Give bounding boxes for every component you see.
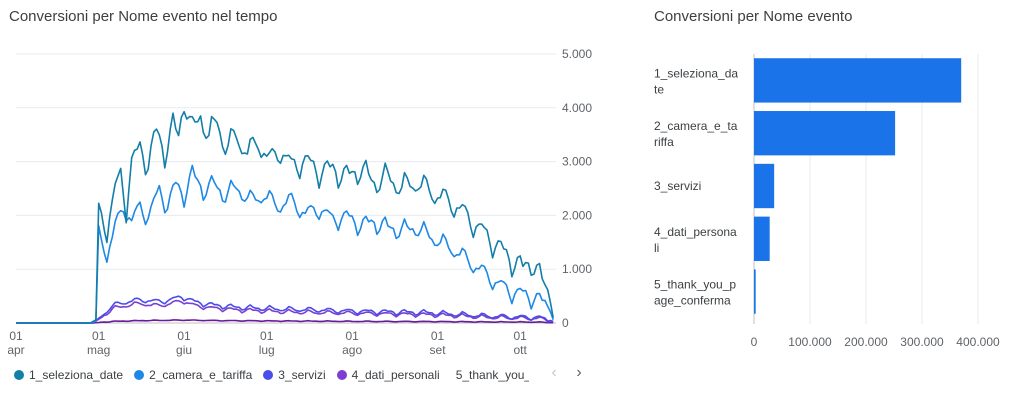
x-tick-label: 01 — [9, 329, 23, 343]
x-tick-label: 300.000 — [900, 335, 944, 349]
category-label: 4_dati_persona — [654, 225, 737, 239]
x-tick-label: 01 — [260, 329, 274, 343]
legend-item-dati-personali[interactable]: 4_dati_personali — [336, 368, 440, 382]
legend-item-camera-e-tariffa[interactable]: 2_camera_e_tariffa — [134, 368, 252, 382]
legend-label: 4_dati_personali — [351, 368, 440, 382]
line-series-5_thank_you_page_conferma — [16, 319, 554, 324]
x-tick-label: 01 — [431, 329, 445, 343]
category-label: li — [654, 241, 659, 255]
category-label: 1_seleziona_da — [654, 66, 738, 80]
legend-label: 2_camera_e_tariffa — [149, 368, 253, 382]
bar-4_dati_persona[interactable] — [754, 216, 770, 261]
x-tick-label: 0 — [751, 335, 758, 349]
x-tick-label: set — [430, 343, 447, 357]
legend-next-chevron-icon[interactable]: › — [576, 364, 582, 381]
line-series-2_camera_e_tariffa — [16, 164, 554, 324]
legend-dot-icon — [263, 370, 274, 380]
x-tick-label: ago — [342, 343, 362, 357]
legend-prev-chevron-icon[interactable]: ‹ — [551, 364, 557, 381]
category-label: 5_thank_you_p — [654, 278, 736, 292]
x-tick-label: 01 — [345, 329, 359, 343]
x-tick-label: 100.000 — [788, 335, 832, 349]
y-tick-label: 5.000 — [562, 47, 592, 61]
legend-label: 3_servizi — [278, 368, 326, 382]
x-tick-label: lug — [259, 343, 275, 357]
x-tick-label: 400.000 — [956, 335, 1000, 349]
category-label: age_conferma — [654, 294, 731, 308]
x-tick-label: 01 — [514, 329, 528, 343]
legend-label: 1_seleziona_date — [29, 368, 124, 382]
category-label: riffa — [654, 135, 674, 149]
line-series-3_servizi — [16, 295, 554, 324]
x-tick-label: giu — [176, 343, 192, 357]
x-tick-label: 01 — [177, 329, 191, 343]
y-tick-label: 1.000 — [562, 262, 592, 276]
legend-item-thank-you[interactable]: 5_thank_you_ — [451, 368, 529, 382]
y-tick-label: 4.000 — [562, 101, 592, 115]
bar-5_thank_you_p[interactable] — [754, 269, 756, 314]
line-series-4_dati_personali — [16, 299, 554, 324]
category-label: te — [654, 82, 664, 96]
bar-3_servizi[interactable] — [754, 163, 775, 209]
x-tick-label: 01 — [92, 329, 106, 343]
line-chart-title: Conversioni per Nome evento nel tempo — [9, 8, 278, 25]
x-tick-label: ott — [514, 343, 528, 357]
category-label: 2_camera_e_ta — [654, 119, 738, 133]
x-tick-label: 200.000 — [844, 335, 888, 349]
x-tick-label: apr — [7, 343, 24, 357]
legend-label: 5_thank_you_ — [455, 368, 529, 382]
legend-dot-icon — [14, 370, 24, 380]
y-tick-label: 3.000 — [562, 155, 592, 169]
legend-dot-icon — [134, 370, 145, 380]
chart-legend: 1_seleziona_date 2_camera_e_tariffa 3_se… — [14, 366, 540, 384]
line-series-1_seleziona_date — [16, 110, 554, 324]
legend-item-seleziona-date[interactable]: 1_seleziona_date — [14, 368, 123, 382]
legend-dot-icon — [336, 370, 347, 380]
bar-chart-title: Conversioni per Nome evento — [654, 8, 853, 25]
y-tick-label: 0 — [562, 316, 569, 330]
y-tick-label: 2.000 — [562, 208, 592, 222]
x-tick-label: mag — [87, 343, 110, 357]
category-label: 3_servizi — [654, 179, 701, 193]
bar-1_seleziona_da[interactable] — [754, 58, 962, 103]
legend-item-servizi[interactable]: 3_servizi — [263, 368, 326, 382]
bar-2_camera_e_ta[interactable] — [754, 111, 896, 156]
